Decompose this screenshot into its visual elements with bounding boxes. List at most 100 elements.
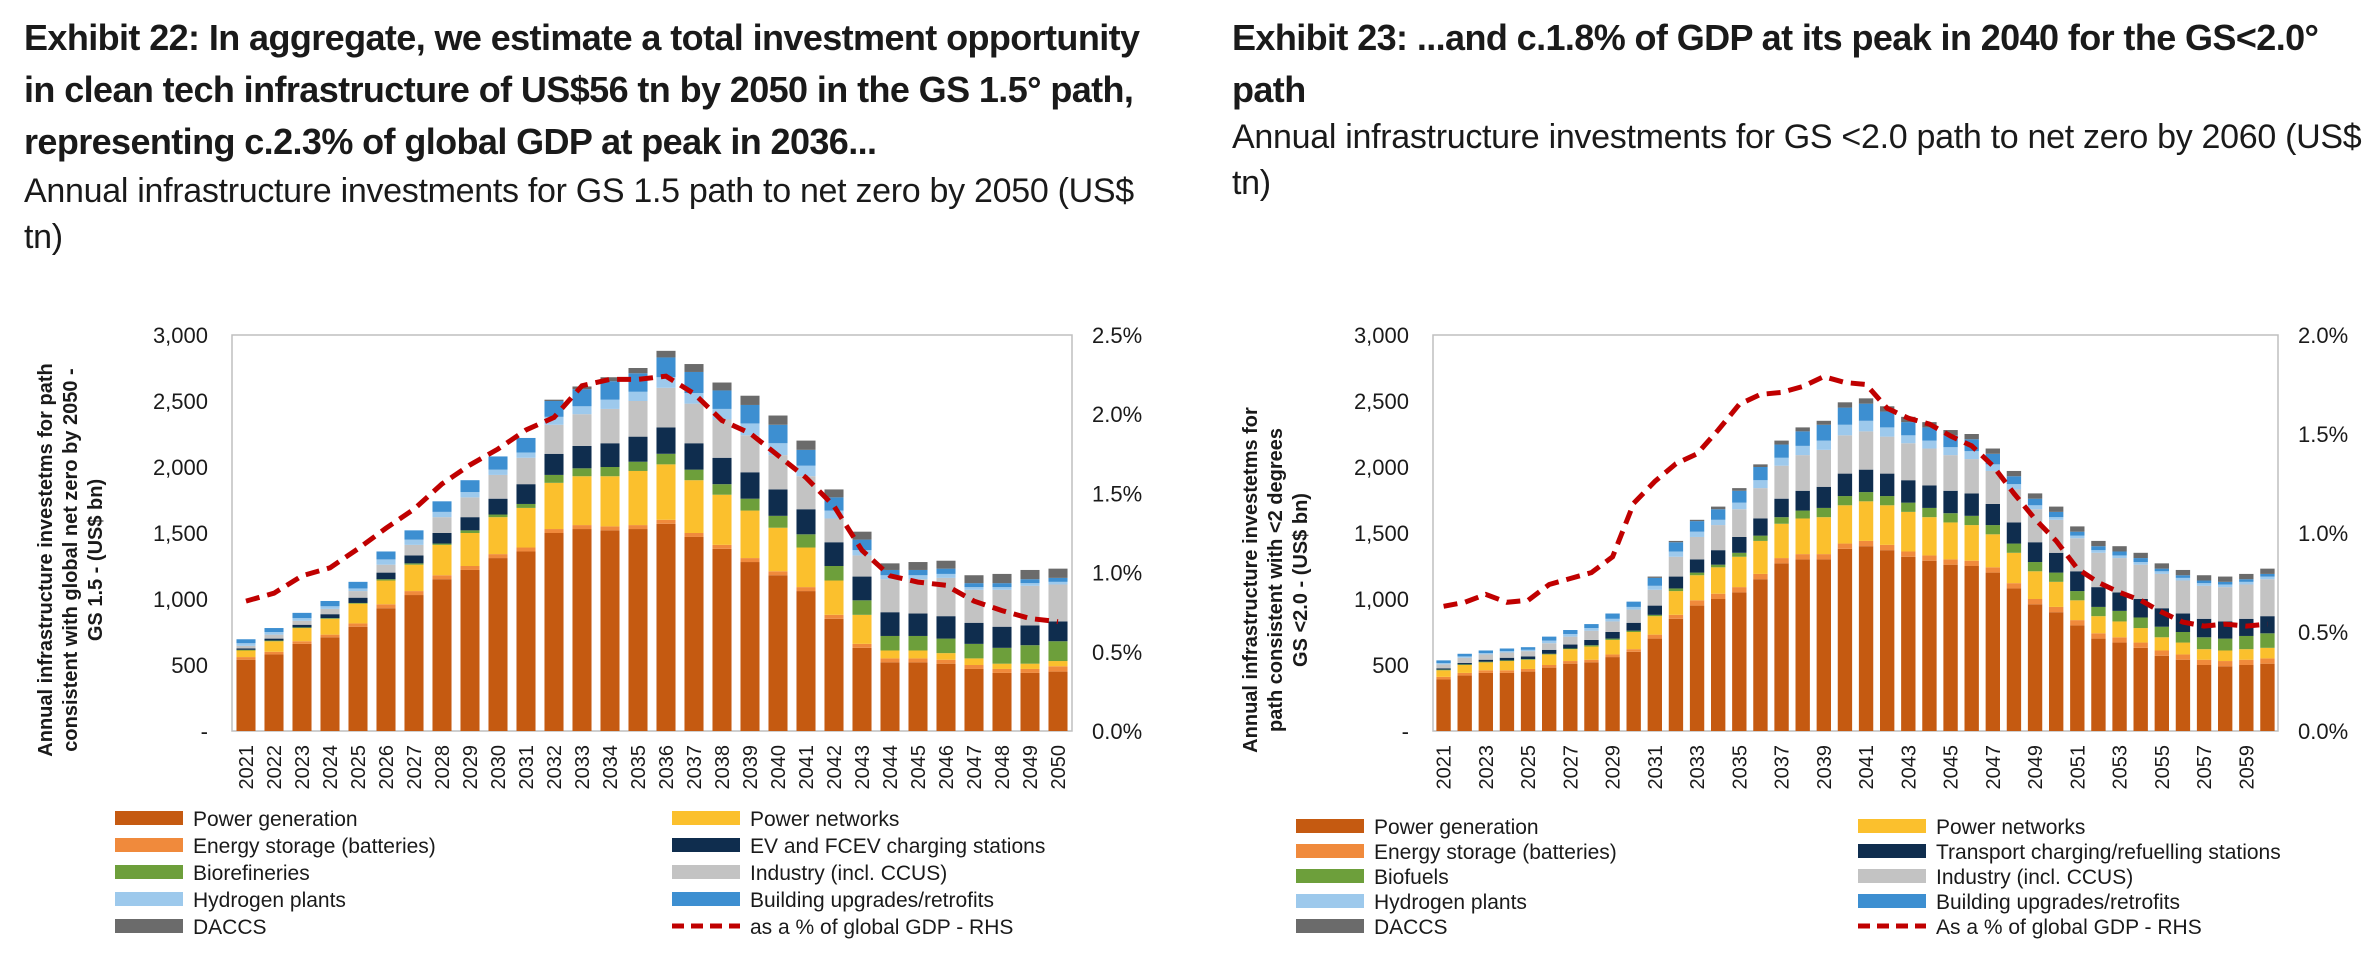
- bar-power-networks: [1626, 632, 1641, 650]
- x-tick-label: 2053: [2110, 745, 2132, 790]
- bar-biofuels: [1795, 510, 1810, 519]
- bar-biofuels: [2196, 637, 2212, 650]
- bar-power-networks: [2027, 571, 2043, 599]
- bar-building-upgrades-retrofits: [1922, 427, 1937, 441]
- legend-swatch-power-generation: [115, 811, 183, 825]
- bar-hydrogen-plants: [460, 492, 480, 498]
- bar-transport-charging-refuelling-stations: [1774, 498, 1789, 518]
- bar-energy-storage-batteries: [2091, 633, 2106, 639]
- bar-hydrogen-plants: [1689, 531, 1705, 537]
- legend-label: Power generation: [1374, 816, 1539, 839]
- bar-industry-incl-ccus: [2070, 538, 2085, 572]
- bar-hydrogen-plants: [1563, 633, 1578, 637]
- bar-ev-and-fcev-charging-stations: [1048, 621, 1068, 642]
- bar-building-upgrades-retrofits: [1943, 435, 1958, 448]
- bar-daccs: [2218, 576, 2233, 582]
- legend-label: Industry (incl. CCUS): [750, 862, 947, 885]
- bar-power-generation: [264, 654, 284, 731]
- bar-building-upgrades-retrofits: [1689, 521, 1705, 532]
- bar-power-networks: [1858, 501, 1874, 541]
- bar-transport-charging-refuelling-stations: [1520, 656, 1536, 660]
- bar-hydrogen-plants: [628, 391, 648, 401]
- x-tick-label: 2043: [1898, 745, 1920, 790]
- legend-swatch-power-networks: [1858, 819, 1926, 833]
- bar-hydrogen-plants: [2133, 562, 2148, 565]
- bar-energy-storage-batteries: [320, 634, 340, 638]
- bar-biofuels: [2175, 632, 2191, 643]
- bar-power-generation: [1668, 618, 1684, 731]
- bar-energy-storage-batteries: [544, 529, 564, 533]
- bar-hydrogen-plants: [992, 587, 1012, 590]
- bar-industry-incl-ccus: [1795, 455, 1810, 491]
- bar-energy-storage-batteries: [1922, 555, 1937, 561]
- bar-power-generation: [824, 618, 844, 731]
- bar-hydrogen-plants: [432, 511, 452, 518]
- bar-power-generation: [1922, 560, 1937, 731]
- bar-power-generation: [488, 558, 508, 731]
- x-tick-label: 2023: [1476, 745, 1498, 790]
- bar-daccs: [936, 560, 956, 569]
- x-tick-label: 2032: [544, 745, 566, 790]
- bar-energy-storage-batteries: [376, 604, 396, 609]
- bar-industry-incl-ccus: [2112, 558, 2127, 593]
- x-tick-label: 2045: [908, 745, 930, 790]
- bar-power-generation: [908, 662, 928, 731]
- bar-transport-charging-refuelling-stations: [1584, 639, 1599, 646]
- bar-transport-charging-refuelling-stations: [1689, 559, 1705, 573]
- bar-daccs: [992, 573, 1012, 584]
- x-tick-label: 2021: [1434, 745, 1456, 790]
- bar-power-networks: [404, 564, 424, 592]
- x-tick-label: 2031: [1645, 745, 1667, 790]
- y2-tick-label: 0.0%: [2298, 719, 2348, 744]
- y-tick-label: -: [201, 719, 208, 744]
- bar-energy-storage-batteries: [2006, 583, 2022, 589]
- bar-hydrogen-plants: [1795, 445, 1810, 456]
- bar-power-networks: [712, 494, 732, 545]
- x-tick-label: 2039: [740, 745, 762, 790]
- legend-swatch-hydrogen-plants: [115, 892, 183, 906]
- bar-energy-storage-batteries: [2175, 654, 2191, 660]
- bar-transport-charging-refuelling-stations: [1647, 605, 1662, 615]
- exhibit-23-chart: - 500 1,000 1,500 2,000 2,500 3,000 0.0% 0.5% 1.0…: [1240, 323, 2348, 939]
- exhibit-22-subtitle: Annual infrastructure investments for GS…: [24, 172, 1134, 256]
- bar-biorefineries: [992, 647, 1012, 664]
- bar-biorefineries: [936, 638, 956, 654]
- bar-ev-and-fcev-charging-stations: [292, 624, 312, 628]
- bar-industry-incl-ccus: [1626, 609, 1641, 623]
- y-tick-label: 2,000: [153, 455, 208, 480]
- x-tick-label: 2039: [1814, 745, 1836, 790]
- bar-biorefineries: [488, 514, 508, 518]
- legend-label: Hydrogen plants: [193, 889, 346, 912]
- bar-biorefineries: [516, 503, 536, 508]
- bar-energy-storage-batteries: [992, 668, 1012, 673]
- bar-power-generation: [2154, 655, 2169, 731]
- bar-daccs: [2154, 563, 2169, 569]
- bar-power-generation: [2006, 588, 2022, 731]
- bar-daccs: [1858, 398, 1874, 404]
- bar-biofuels: [1753, 535, 1768, 541]
- bar-biofuels: [1563, 648, 1578, 650]
- bar-ev-and-fcev-charging-stations: [880, 612, 900, 636]
- bar-power-generation: [1689, 605, 1705, 731]
- bar-building-upgrades-retrofits: [628, 373, 648, 392]
- bar-power-generation: [1943, 564, 1958, 731]
- bar-daccs: [2133, 552, 2148, 559]
- bar-daccs: [712, 382, 732, 391]
- bar-transport-charging-refuelling-stations: [1436, 668, 1451, 670]
- bar-power-generation: [2027, 604, 2043, 731]
- x-tick-label: 2045: [1941, 745, 1963, 790]
- x-tick-label: 2024: [320, 745, 342, 790]
- bar-power-networks: [1964, 525, 1979, 561]
- legend-swatch-building-upgrades-retrofits: [1858, 894, 1926, 908]
- bar-biofuels: [1436, 669, 1451, 671]
- gdp-share-line: [1443, 373, 2268, 629]
- bar-hydrogen-plants: [2112, 555, 2127, 559]
- bar-daccs: [2260, 568, 2275, 574]
- bar-power-generation: [1732, 592, 1747, 731]
- bar-energy-storage-batteries: [404, 591, 424, 596]
- bar-building-upgrades-retrofits: [348, 581, 368, 589]
- bar-building-upgrades-retrofits: [1647, 577, 1662, 586]
- bar-energy-storage-batteries: [2112, 637, 2127, 643]
- legend-swatch-transport-charging-refuelling-stations: [1858, 844, 1926, 858]
- bar-industry-incl-ccus: [2154, 573, 2169, 609]
